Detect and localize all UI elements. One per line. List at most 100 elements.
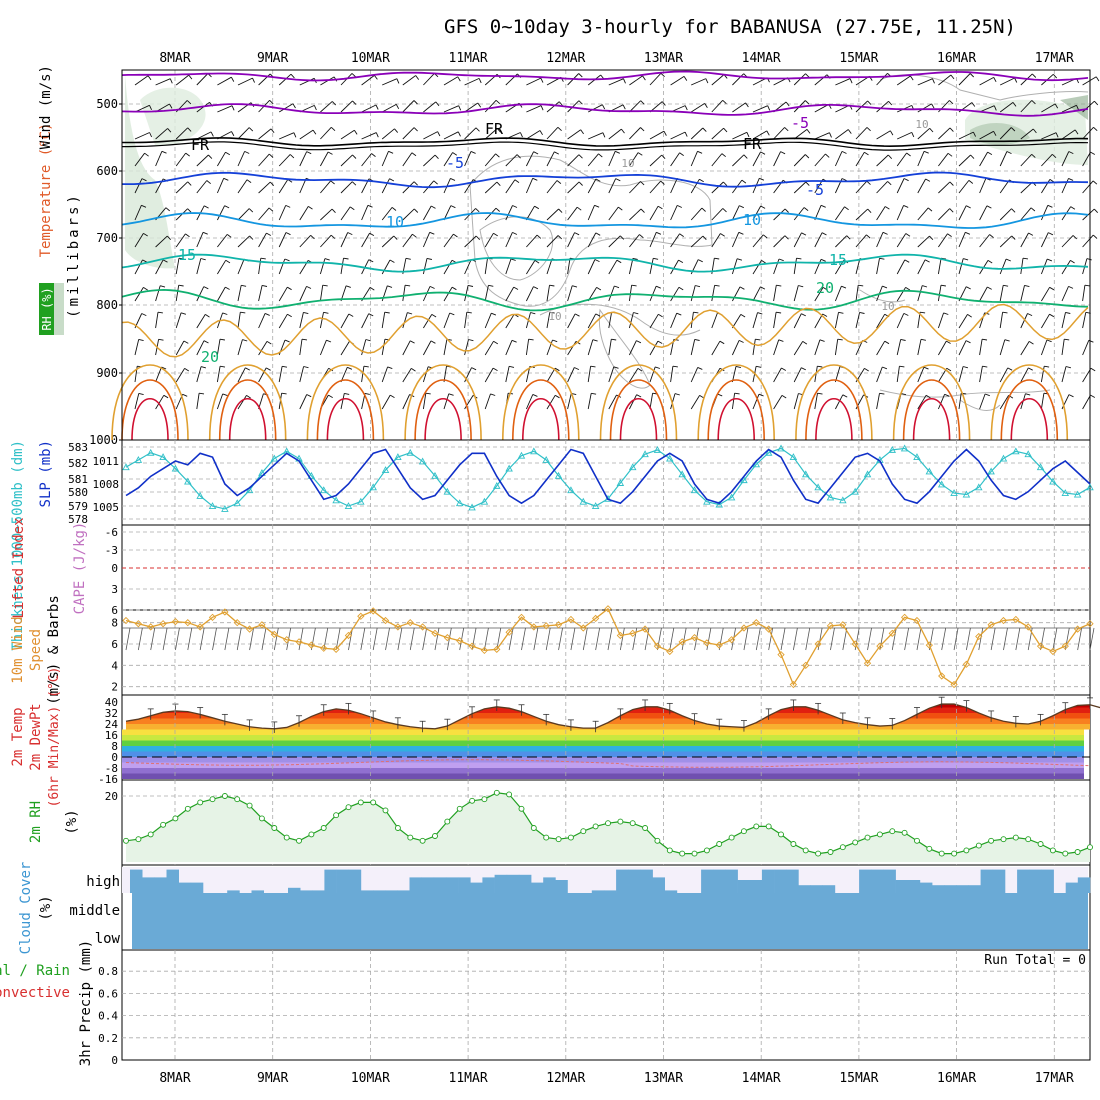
thickness-point bbox=[839, 496, 847, 504]
wind-barb-flag bbox=[767, 105, 771, 111]
wind-barb bbox=[979, 234, 990, 248]
y-tick-label: 500 bbox=[96, 97, 118, 111]
wind-barb bbox=[422, 258, 428, 275]
wind-barb bbox=[670, 152, 680, 167]
thickness-point bbox=[406, 448, 415, 456]
contour-label: 10 bbox=[881, 300, 894, 313]
wind-barb-flag bbox=[292, 103, 296, 109]
wind-barb-flag bbox=[661, 154, 666, 160]
wind-barb-flag bbox=[784, 208, 789, 213]
wind-barb-flag bbox=[158, 338, 164, 341]
wind-barb-flag bbox=[208, 154, 213, 159]
wind-barb bbox=[670, 233, 680, 248]
wind-barb-flag bbox=[396, 78, 400, 84]
wind-barb bbox=[134, 339, 140, 356]
wind-barb bbox=[237, 179, 248, 194]
wind-barb-flag bbox=[947, 152, 953, 157]
wind-barb-flag bbox=[245, 367, 251, 371]
wind-barb-flag bbox=[920, 338, 926, 341]
wind-barb bbox=[278, 205, 287, 221]
wind-barb bbox=[175, 181, 189, 194]
wind-barb-flag bbox=[615, 150, 620, 154]
wind-barb-flag bbox=[932, 78, 935, 84]
rh-point bbox=[221, 793, 228, 799]
high-cloud-bar bbox=[664, 890, 678, 893]
wind-barb-flag bbox=[266, 341, 272, 345]
wind-barb bbox=[937, 312, 945, 329]
wind-barb bbox=[731, 340, 740, 356]
convective-contour bbox=[111, 364, 189, 441]
wind-barb bbox=[484, 99, 497, 113]
wind-barb bbox=[319, 258, 326, 275]
wind-barb-flag bbox=[780, 151, 786, 155]
wind-barb bbox=[814, 287, 824, 302]
wind-barb bbox=[834, 286, 842, 302]
wind-barb bbox=[196, 232, 204, 248]
rh-point bbox=[1000, 836, 1007, 843]
wind-barb-flag bbox=[982, 365, 988, 368]
wind-barb-flag bbox=[592, 339, 598, 342]
wind-barb bbox=[155, 78, 171, 86]
wind-speed-point bbox=[270, 630, 278, 639]
wind-barb-flag bbox=[141, 313, 147, 317]
convective-contour bbox=[892, 364, 971, 441]
surface-barb bbox=[162, 627, 168, 651]
wind-barb bbox=[938, 208, 951, 221]
wind-barb bbox=[381, 339, 386, 356]
wind-barb bbox=[629, 75, 643, 86]
wind-barb bbox=[855, 234, 867, 248]
thickness-point bbox=[789, 453, 798, 461]
ylabel-rh: RH (%) bbox=[40, 287, 54, 330]
wind-barb bbox=[752, 286, 761, 302]
temp-tick: 40 bbox=[105, 696, 118, 709]
contour-minus5 bbox=[121, 103, 1089, 117]
temp-band bbox=[122, 735, 1084, 741]
high-cloud-bar bbox=[397, 890, 410, 893]
thickness-point bbox=[542, 456, 550, 463]
wind-barb bbox=[216, 339, 221, 356]
frame-precip bbox=[121, 949, 1091, 1061]
wind-barb bbox=[381, 128, 395, 140]
date-label-top: 13MAR bbox=[644, 51, 683, 66]
wind-barb bbox=[1041, 153, 1053, 167]
wind-barb-flag bbox=[512, 205, 518, 208]
wind-barb bbox=[1082, 312, 1087, 329]
wind-barb bbox=[258, 285, 263, 302]
wind-barb bbox=[381, 151, 389, 167]
thickness-point bbox=[715, 500, 723, 508]
wind-barb bbox=[917, 78, 933, 86]
wind-barb-flag bbox=[925, 178, 931, 182]
contour-25 bbox=[121, 303, 1089, 358]
rh-point bbox=[407, 834, 414, 841]
wind-barb bbox=[134, 393, 140, 410]
wind-barb bbox=[608, 285, 615, 302]
ylabel-2m-temp: 2m Temp bbox=[10, 707, 26, 766]
wind-barb-flag bbox=[987, 260, 993, 264]
wind-barb bbox=[526, 77, 541, 86]
thickness-point bbox=[1061, 489, 1070, 497]
wind-barb-flag bbox=[578, 154, 583, 159]
wind-barb-flag bbox=[745, 102, 749, 108]
wind-barb bbox=[896, 259, 906, 275]
wind-barb-flag bbox=[496, 181, 501, 187]
high-cloud-bar bbox=[130, 869, 143, 893]
wind-barb-flag bbox=[719, 340, 725, 345]
wind-barb bbox=[1020, 341, 1030, 356]
wind-barb-flag bbox=[511, 339, 517, 343]
wind-barb bbox=[567, 393, 572, 410]
rh-point bbox=[740, 828, 747, 835]
ylabel-2m-rh: 2m RH bbox=[28, 801, 44, 843]
wind-speed-point bbox=[369, 607, 377, 615]
wind-speed-point bbox=[752, 619, 760, 627]
wind-barb-flag bbox=[602, 132, 606, 138]
frame-slp bbox=[121, 439, 1091, 526]
convective-contour bbox=[1000, 379, 1059, 441]
wind-barb-flag bbox=[413, 181, 418, 186]
mid-low-cloud bbox=[132, 893, 1088, 949]
temperature-contours bbox=[111, 70, 1089, 441]
wind-barb bbox=[876, 72, 888, 86]
surface-barb bbox=[706, 627, 712, 651]
wind-barb-flag bbox=[738, 339, 744, 343]
surface-barb bbox=[508, 627, 514, 651]
wind-barb bbox=[237, 285, 242, 302]
